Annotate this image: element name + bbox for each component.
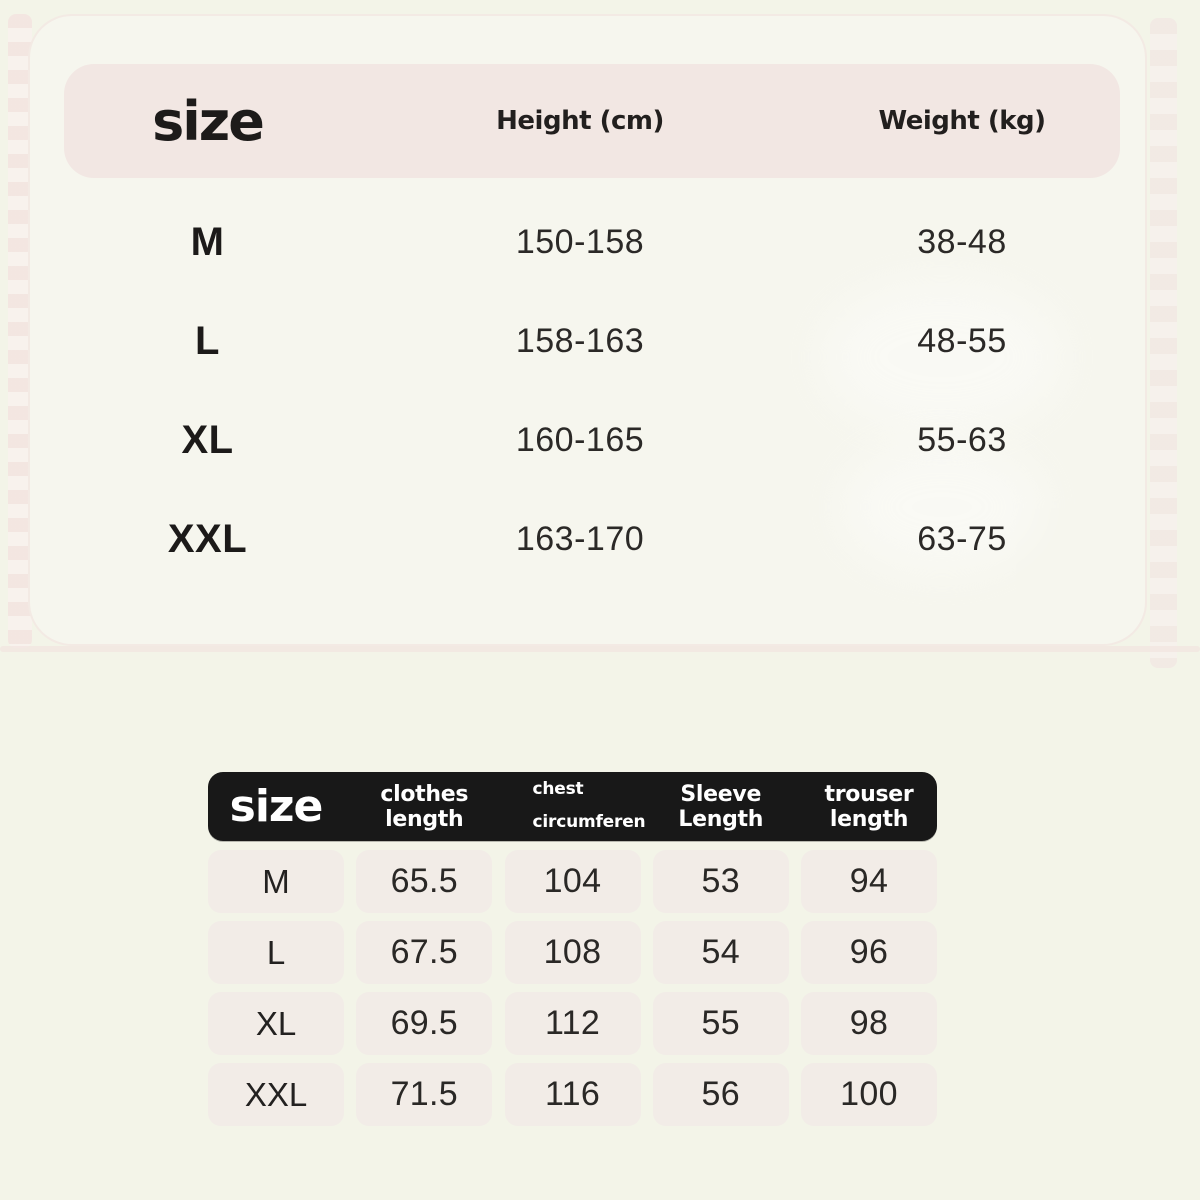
table-row: XL 69.5 112 55 98 — [208, 992, 937, 1055]
clothes-length-value: 69.5 — [390, 1004, 458, 1042]
weight-range: 38-48 — [917, 223, 1007, 261]
table-row: 158-163 — [385, 292, 775, 391]
table-row: 163-170 — [385, 490, 775, 589]
chest-circumference-value: 104 — [543, 862, 602, 900]
sleeve-length-value: 56 — [701, 1075, 740, 1113]
sleeve-length-value: 55 — [701, 1004, 740, 1042]
trouser-length-value: 96 — [849, 933, 889, 971]
faded-photo-ghost — [842, 442, 1042, 572]
card-bottom-edge — [0, 646, 1200, 652]
chest-circumference-value: 112 — [544, 1004, 601, 1042]
size-label: L — [195, 319, 220, 363]
weight-range: 55-63 — [917, 421, 1007, 459]
height-range: 158-163 — [515, 322, 645, 360]
size-fit-header-band — [64, 64, 1120, 178]
table-row: 150-158 — [385, 193, 775, 292]
clothes-length-value: 67.5 — [390, 933, 458, 971]
weight-range: 63-75 — [917, 520, 1007, 558]
faded-photo-ghost — [822, 282, 1062, 432]
trouser-length-value: 94 — [849, 862, 889, 900]
size-label: L — [266, 933, 286, 971]
table-row: 160-165 — [385, 391, 775, 490]
table-row: 38-48 — [775, 193, 1145, 292]
clothes-length-value: 65.5 — [390, 862, 458, 900]
size-label: XXL — [244, 1075, 308, 1113]
table-row: 48-55 — [775, 292, 1145, 391]
height-range: 163-170 — [515, 520, 645, 558]
table-row: L 67.5 108 54 96 — [208, 921, 937, 984]
sleeve-length-value: 54 — [701, 933, 740, 971]
table-row: XL — [30, 391, 385, 490]
size-label: M — [190, 220, 225, 264]
size-label: XXL — [167, 517, 248, 561]
trouser-length-column-header: trouser length — [824, 781, 914, 832]
table-row: M 65.5 104 53 94 — [208, 850, 937, 913]
height-column-header: Height (cm) — [496, 106, 664, 136]
size-fit-body: M 150-158 38-48 L 158-163 48-55 XL 160-1… — [30, 193, 1145, 589]
clothes-length-value: 71.5 — [390, 1075, 458, 1113]
right-edge-strip — [1150, 18, 1177, 668]
table-row: M — [30, 193, 385, 292]
trouser-length-value: 100 — [840, 1075, 898, 1113]
sleeve-length-column-header: Sleeve Length — [678, 781, 764, 832]
table-row: XXL — [30, 490, 385, 589]
size-fit-card: size Height (cm) Weight (kg) M 150-158 3… — [28, 14, 1147, 646]
measurements-title: size — [229, 781, 324, 832]
table-row: 55-63 — [775, 391, 1145, 490]
table-row: 63-75 — [775, 490, 1145, 589]
size-fit-header-row: size Height (cm) Weight (kg) — [30, 16, 1145, 178]
measurements-header-row: size clothes length chest circumferen Sl… — [208, 772, 937, 841]
measurements-table: size clothes length chest circumferen Sl… — [208, 772, 937, 1134]
weight-column-header: Weight (kg) — [878, 106, 1046, 136]
chest-circumference-value: 108 — [543, 933, 602, 971]
size-label: XL — [181, 418, 234, 462]
clothes-length-column-header: clothes length — [380, 781, 469, 832]
chest-circumference-column-header: chest circumferen — [532, 779, 646, 832]
chest-circumference-value: 116 — [544, 1075, 601, 1113]
trouser-length-value: 98 — [849, 1004, 889, 1042]
sleeve-length-value: 53 — [701, 862, 740, 900]
size-label: M — [262, 862, 290, 900]
table-row: XXL 71.5 116 56 100 — [208, 1063, 937, 1126]
height-range: 150-158 — [515, 223, 645, 261]
height-range: 160-165 — [515, 421, 645, 459]
table-row: L — [30, 292, 385, 391]
weight-range: 48-55 — [917, 322, 1007, 360]
size-label: XL — [255, 1004, 297, 1042]
size-fit-title: size — [152, 89, 265, 153]
